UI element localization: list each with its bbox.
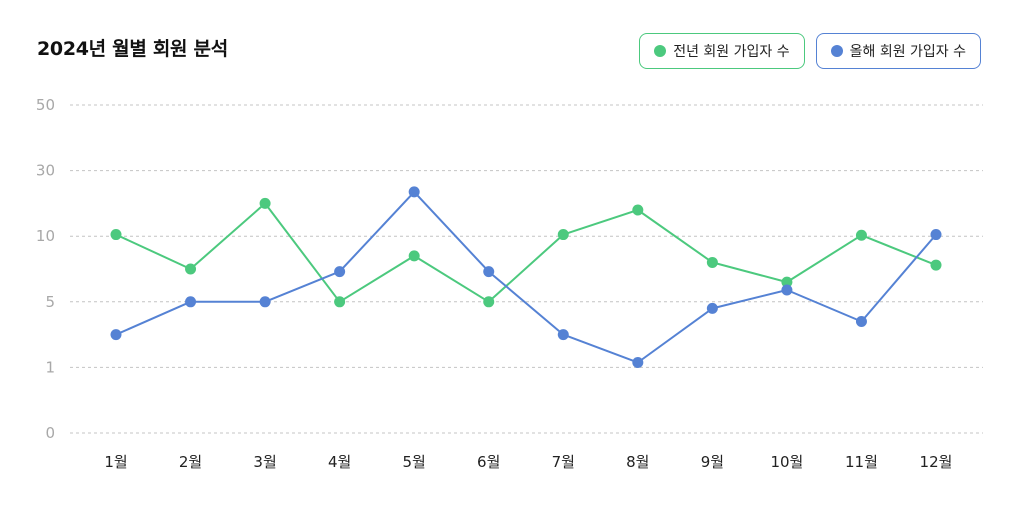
legend-dot-last-year-icon — [654, 45, 667, 57]
y-tick-label: 5 — [45, 293, 55, 311]
data-point-series-1-10[interactable] — [855, 315, 867, 327]
y-tick-label: 10 — [36, 227, 55, 245]
data-point-series-0-4[interactable] — [408, 250, 420, 262]
data-point-series-1-0[interactable] — [110, 329, 122, 341]
data-point-series-0-0[interactable] — [110, 229, 122, 241]
y-axis: 0 1 5 10 30 50 — [36, 96, 55, 442]
y-tick-label: 30 — [36, 162, 55, 180]
data-point-series-1-8[interactable] — [706, 302, 718, 314]
data-point-series-1-7[interactable] — [632, 356, 644, 368]
x-tick-label: 8월 — [626, 453, 649, 471]
series-points — [110, 186, 942, 368]
data-point-series-0-5[interactable] — [483, 296, 495, 308]
x-tick-label: 7월 — [552, 453, 575, 471]
chart-title: 2024년 월별 회원 분석 — [37, 38, 228, 60]
data-point-series-1-4[interactable] — [408, 186, 420, 198]
x-tick-label: 11월 — [845, 453, 878, 471]
data-point-series-0-2[interactable] — [259, 197, 271, 209]
data-point-series-1-6[interactable] — [557, 329, 569, 341]
x-tick-label: 3월 — [253, 453, 276, 471]
data-point-series-0-7[interactable] — [632, 204, 644, 216]
x-tick-label: 12월 — [920, 453, 953, 471]
chart-legend: 전년 회원 가입자 수 올해 회원 가입자 수 — [639, 33, 981, 69]
series-line-0 — [115, 202, 937, 303]
x-tick-label: 6월 — [477, 453, 500, 471]
legend-item-last-year[interactable]: 전년 회원 가입자 수 — [639, 33, 805, 69]
data-point-series-0-8[interactable] — [706, 256, 718, 268]
x-tick-label: 5월 — [403, 453, 426, 471]
data-point-series-1-9[interactable] — [781, 284, 793, 296]
legend-item-this-year[interactable]: 올해 회원 가입자 수 — [815, 33, 981, 69]
legend-label-this-year: 올해 회원 가입자 수 — [849, 44, 966, 60]
y-tick-label: 1 — [45, 358, 55, 376]
data-point-series-1-3[interactable] — [334, 266, 346, 278]
data-point-series-0-10[interactable] — [855, 229, 867, 241]
data-point-series-0-3[interactable] — [334, 296, 346, 308]
y-tick-label: 50 — [36, 96, 55, 114]
x-tick-label: 4월 — [328, 453, 351, 471]
data-point-series-1-11[interactable] — [930, 229, 942, 241]
legend-dot-this-year-icon — [830, 45, 843, 57]
data-point-series-0-1[interactable] — [185, 263, 197, 275]
data-point-series-0-6[interactable] — [557, 229, 569, 241]
x-tick-label: 9월 — [701, 453, 724, 471]
data-point-series-1-5[interactable] — [483, 266, 495, 278]
legend-label-last-year: 전년 회원 가입자 수 — [673, 44, 790, 60]
data-point-series-0-9[interactable] — [781, 276, 793, 288]
x-tick-label: 2월 — [179, 453, 202, 471]
data-point-series-1-1[interactable] — [185, 296, 197, 308]
data-point-series-0-11[interactable] — [930, 259, 942, 271]
series-lines — [115, 190, 937, 364]
data-point-series-1-2[interactable] — [259, 296, 271, 308]
x-tick-label: 10월 — [770, 453, 803, 471]
series-line-1 — [115, 190, 937, 364]
x-axis: 1월 2월 3월 4월 5월 6월 7월 8월 9월 10월 11월 12월 — [104, 453, 952, 471]
x-tick-label: 1월 — [104, 453, 127, 471]
y-tick-label: 0 — [45, 424, 55, 442]
grid-lines — [70, 104, 983, 434]
